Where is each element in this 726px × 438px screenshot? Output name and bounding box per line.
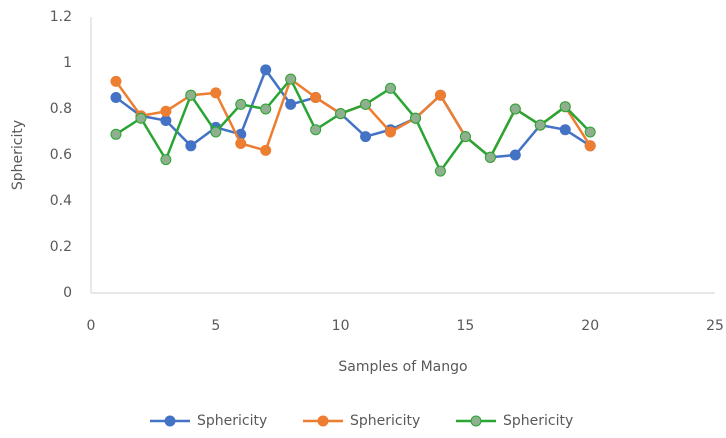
point	[310, 92, 322, 103]
y-tick-label: 1.2	[50, 9, 72, 25]
point	[285, 98, 297, 110]
legend-label: Sphericity	[350, 413, 420, 429]
point	[285, 73, 297, 85]
x-tick-label: 15	[456, 318, 474, 334]
legend-marker	[164, 415, 176, 427]
point	[260, 144, 272, 156]
point	[210, 126, 222, 138]
legend-label: Sphericity	[503, 413, 573, 429]
x-tick-label: 25	[706, 318, 724, 334]
legend-marker	[317, 415, 329, 427]
x-tick-label: 20	[581, 318, 599, 334]
point	[434, 165, 446, 177]
legend-label: Sphericity	[197, 413, 267, 429]
point	[185, 89, 197, 101]
point	[385, 82, 397, 94]
point	[509, 103, 521, 115]
point	[235, 98, 247, 110]
x-tick-label: 0	[87, 318, 96, 334]
point	[260, 64, 272, 76]
point	[335, 108, 347, 120]
series-line	[115, 76, 592, 174]
point	[509, 149, 521, 161]
point	[434, 89, 446, 101]
point	[559, 124, 571, 136]
point	[135, 112, 147, 124]
point	[409, 112, 421, 124]
point	[160, 154, 172, 166]
point	[210, 87, 222, 99]
point	[260, 103, 272, 115]
x-tick-label: 5	[211, 318, 220, 334]
x-axis-label: Samples of Mango	[338, 359, 467, 375]
point	[559, 101, 571, 113]
point	[110, 128, 122, 140]
point	[584, 140, 596, 152]
y-tick-label: 0.4	[50, 193, 72, 209]
y-tick-label: 0	[63, 285, 72, 301]
point	[484, 151, 496, 163]
y-tick-label: 1	[63, 55, 72, 71]
y-tick-label: 0.6	[50, 147, 72, 163]
point	[110, 75, 122, 87]
point	[235, 138, 247, 149]
point	[310, 124, 322, 136]
y-tick-label: 0.8	[50, 101, 72, 117]
point	[385, 126, 397, 138]
point	[459, 131, 471, 143]
point	[360, 98, 372, 110]
legend-marker	[470, 415, 482, 427]
point	[160, 115, 172, 126]
point	[110, 92, 122, 103]
point	[534, 119, 546, 131]
y-axis-label: Sphericity	[10, 120, 26, 190]
point	[360, 131, 372, 143]
point	[185, 140, 197, 152]
point	[160, 105, 172, 117]
x-tick-label: 10	[332, 318, 350, 334]
point	[584, 126, 596, 138]
y-tick-label: 0.2	[50, 239, 72, 255]
